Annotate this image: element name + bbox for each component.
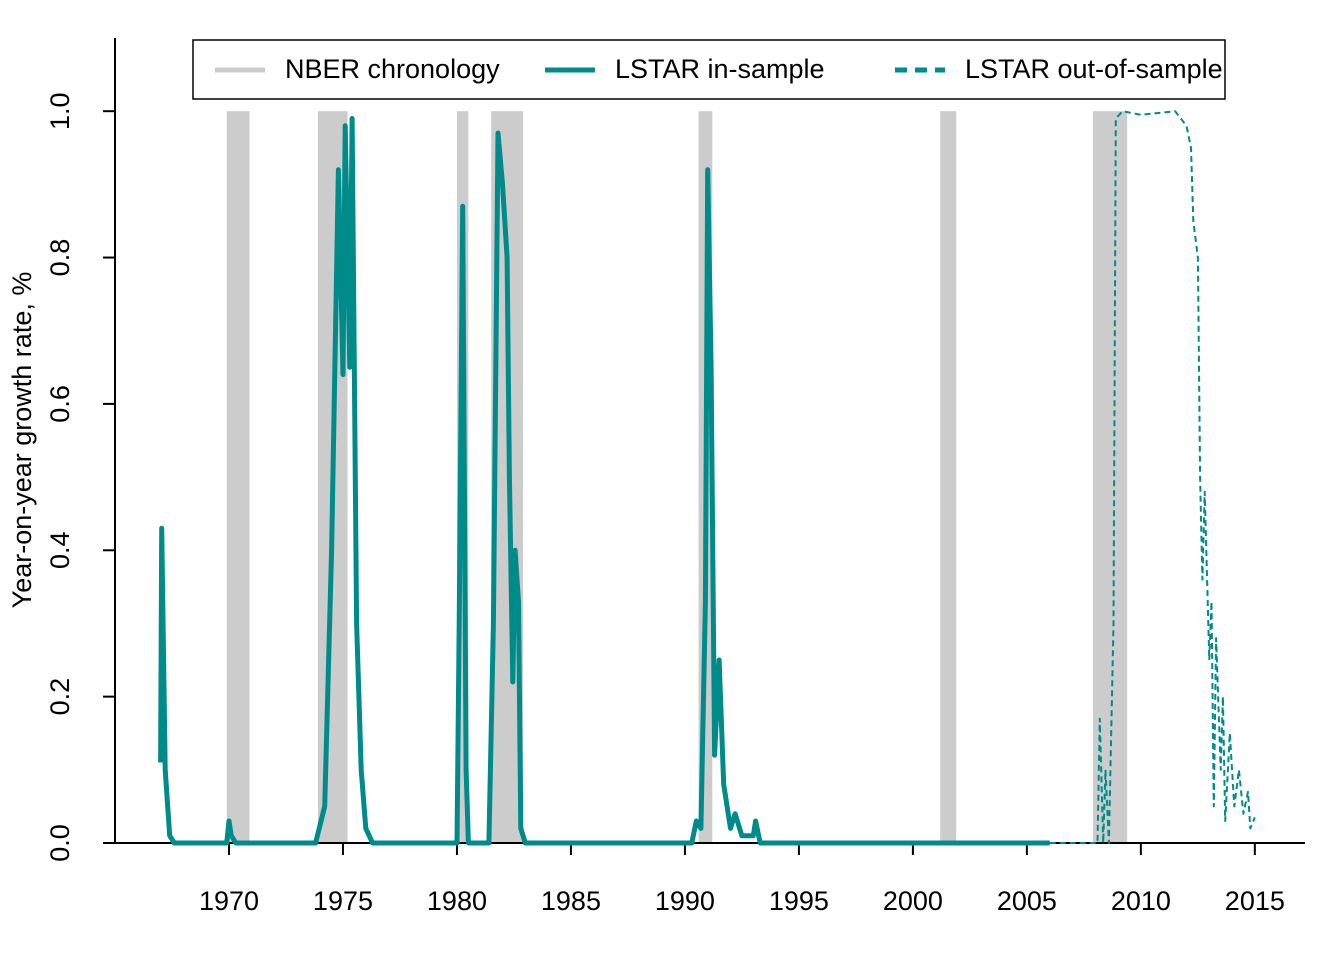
x-tick-label: 1980 <box>427 886 487 916</box>
x-tick-label: 1995 <box>769 886 829 916</box>
x-tick-label: 2000 <box>883 886 943 916</box>
x-tick-label: 2005 <box>997 886 1057 916</box>
y-tick-label: 0.6 <box>45 385 75 423</box>
legend-label: NBER chronology <box>285 54 500 84</box>
x-tick-label: 1985 <box>541 886 601 916</box>
x-tick-label: 1990 <box>655 886 715 916</box>
y-tick-label: 0.2 <box>45 678 75 716</box>
recession-band <box>226 111 250 843</box>
y-tick-label: 1.0 <box>45 92 75 130</box>
series-line <box>1049 110 1256 844</box>
legend-box <box>192 39 1226 100</box>
y-tick-label: 0.4 <box>45 531 75 569</box>
y-tick-label: 0.0 <box>45 824 75 862</box>
recession-band <box>940 111 957 843</box>
y-axis-label: Year-on-year growth rate, % <box>7 272 37 609</box>
x-tick-label: 2015 <box>1225 886 1285 916</box>
legend-label: LSTAR out-of-sample <box>965 54 1223 84</box>
legend-label: LSTAR in-sample <box>615 54 825 84</box>
x-tick-label: 2010 <box>1111 886 1171 916</box>
recession-band <box>1092 111 1128 843</box>
x-tick-label: 1975 <box>313 886 373 916</box>
y-tick-label: 0.8 <box>45 239 75 277</box>
x-tick-label: 1970 <box>199 886 259 916</box>
series-line <box>158 116 1050 846</box>
